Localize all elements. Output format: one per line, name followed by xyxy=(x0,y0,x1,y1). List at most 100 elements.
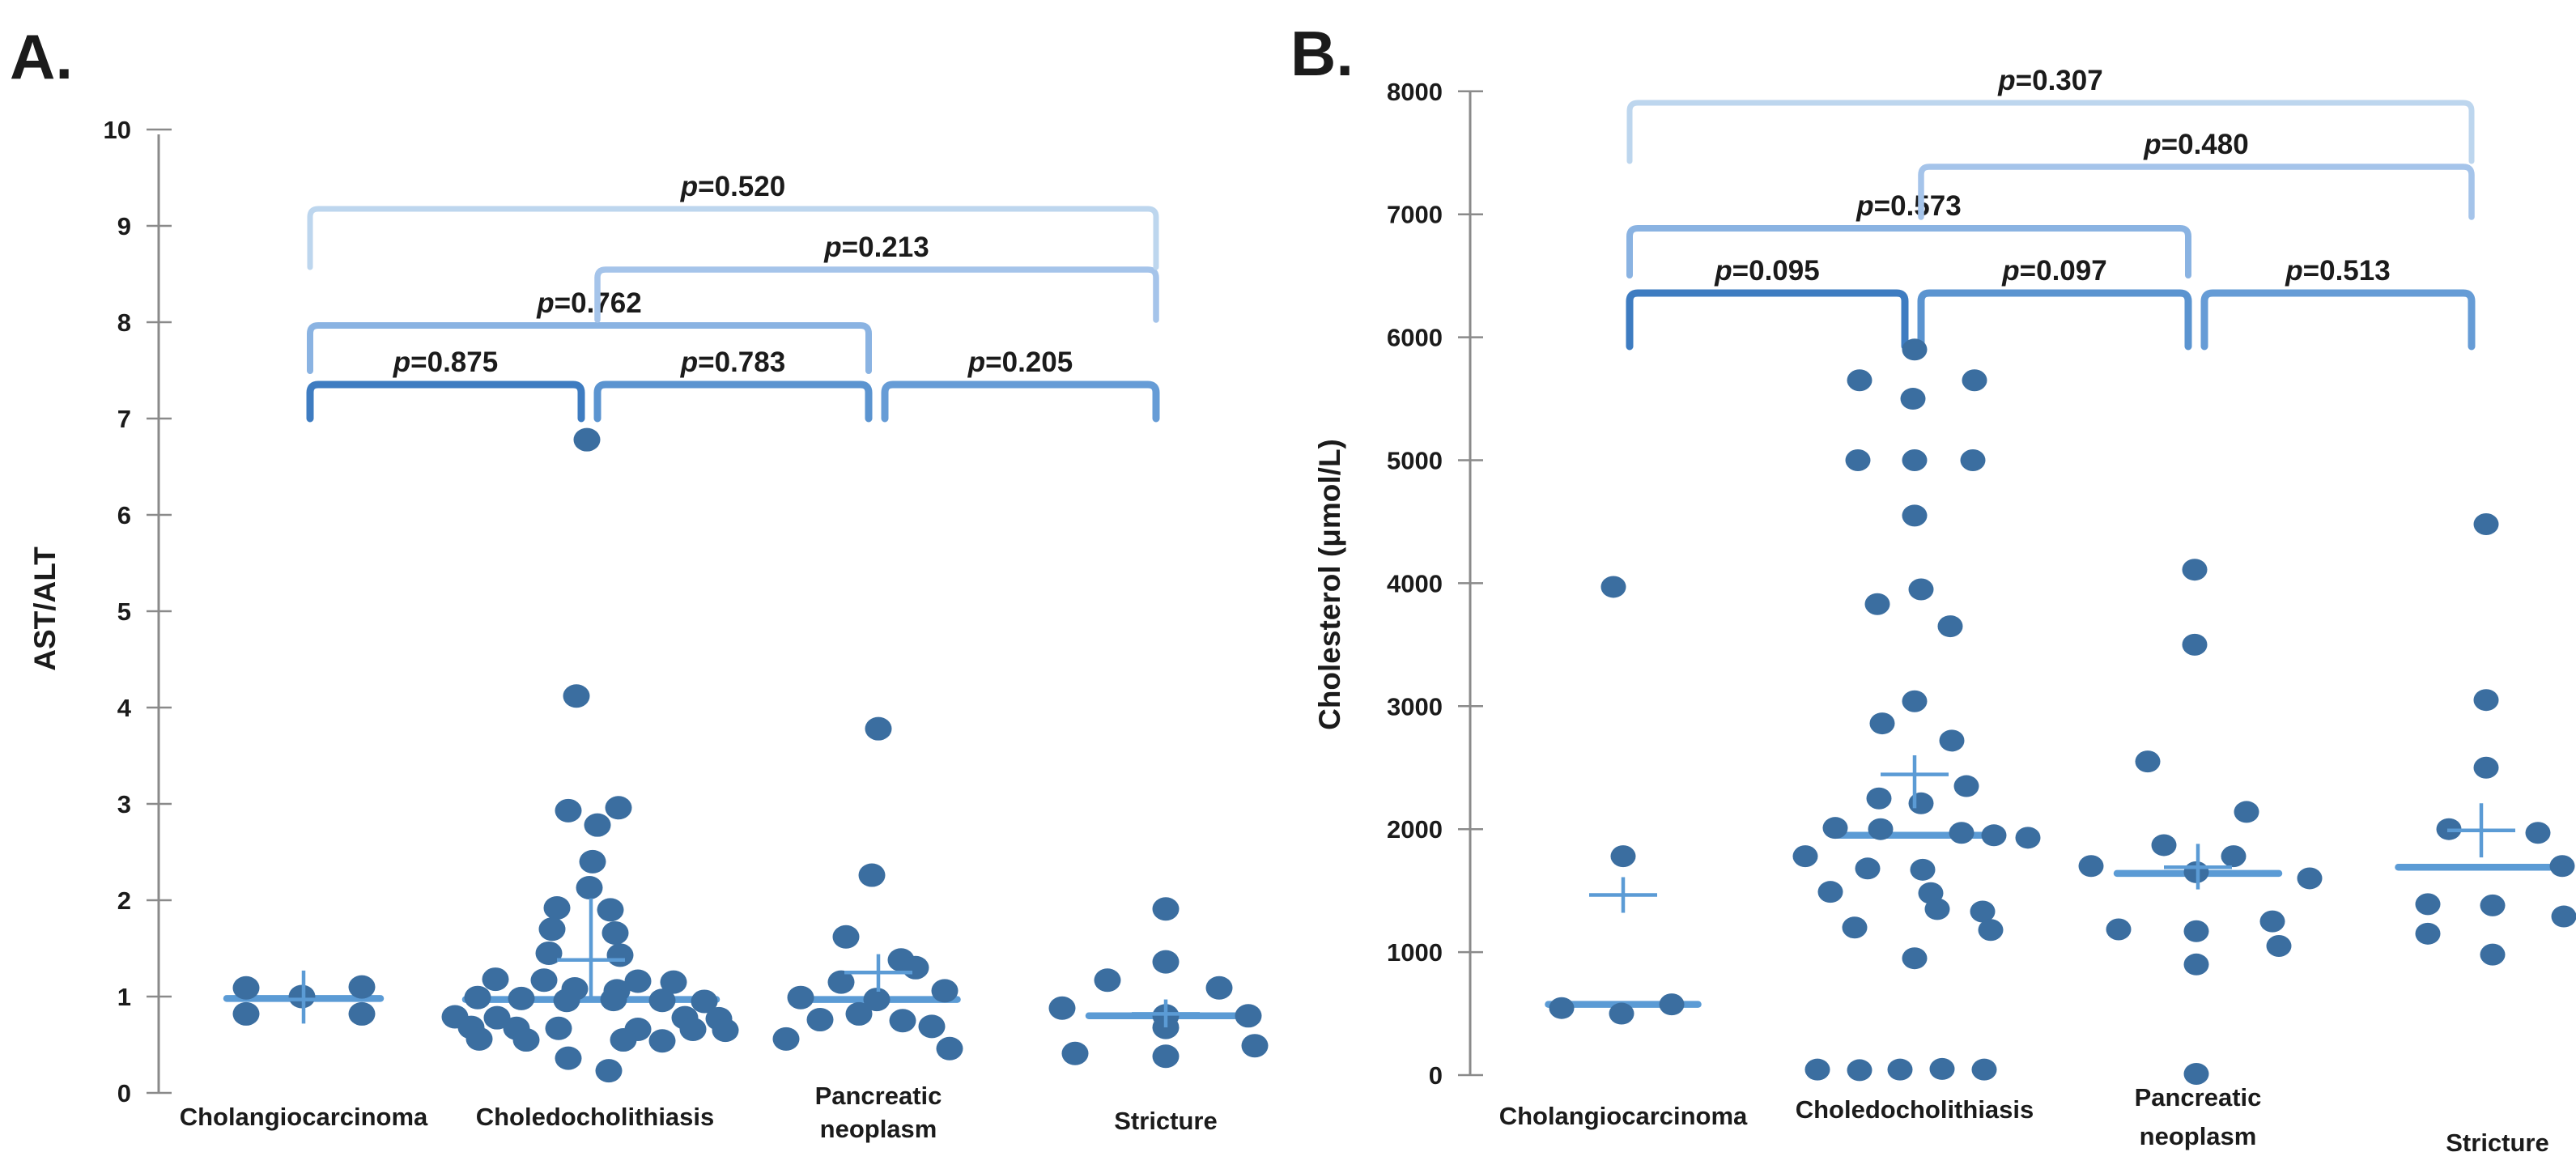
data-point xyxy=(543,896,571,920)
data-point xyxy=(1900,388,1926,410)
y-tick-label: 0 xyxy=(117,1079,131,1107)
data-point xyxy=(2234,801,2259,823)
data-point xyxy=(2297,867,2323,890)
data-point xyxy=(464,985,491,1010)
data-point xyxy=(1924,898,1950,920)
data-point xyxy=(1953,775,1979,797)
data-point xyxy=(660,970,687,994)
category-label: Cholangiocarcinoma xyxy=(180,1103,428,1131)
data-point xyxy=(1792,845,1818,868)
data-point xyxy=(648,1029,676,1053)
data-point xyxy=(1949,822,1975,844)
y-tick-label: 4 xyxy=(117,694,132,722)
comparison-bracket xyxy=(1626,289,1909,351)
data-point xyxy=(465,1027,493,1051)
data-point xyxy=(1908,578,1934,601)
data-point xyxy=(595,1059,623,1083)
data-point xyxy=(858,863,886,887)
data-point xyxy=(2480,894,2506,916)
y-tick-label: 1 xyxy=(117,983,131,1011)
y-tick-label: 1000 xyxy=(1387,938,1443,967)
data-point xyxy=(2183,920,2209,942)
p-value-label: p=0.573 xyxy=(1855,190,1961,222)
data-point xyxy=(538,917,566,942)
data-point xyxy=(606,943,634,967)
y-tick-label: 8000 xyxy=(1387,78,1443,106)
panel-label: B. xyxy=(1290,18,1354,89)
data-point xyxy=(1804,1058,1830,1081)
data-point xyxy=(1902,947,1928,970)
data-point xyxy=(1610,845,1636,868)
data-point xyxy=(2078,855,2104,878)
data-point xyxy=(787,985,814,1010)
data-point xyxy=(1869,712,1895,735)
data-point xyxy=(545,1016,572,1040)
data-point xyxy=(827,970,855,994)
data-point xyxy=(1855,857,1881,880)
data-point xyxy=(1868,818,1894,840)
y-tick-label: 7000 xyxy=(1387,201,1443,229)
data-point xyxy=(1152,950,1180,974)
p-value-label: p=0.307 xyxy=(1997,65,2102,96)
y-tick-label: 8 xyxy=(117,308,131,337)
data-point xyxy=(1094,968,1121,993)
data-point xyxy=(1902,338,1928,361)
data-point xyxy=(584,813,611,837)
data-point xyxy=(2473,689,2499,712)
y-tick-label: 3 xyxy=(117,790,131,818)
data-point xyxy=(2183,1062,2209,1085)
data-point xyxy=(2266,935,2292,958)
data-point xyxy=(530,968,558,993)
data-point xyxy=(865,716,892,741)
data-point xyxy=(573,427,601,452)
category-label: Cholangiocarcinoma xyxy=(1499,1102,1748,1130)
data-point xyxy=(1910,858,1936,881)
comparison-bracket xyxy=(1626,100,2475,164)
comparison-bracket xyxy=(307,206,1159,270)
comparison-bracket xyxy=(1918,164,2475,220)
data-point xyxy=(597,898,624,922)
data-point xyxy=(1864,593,1890,615)
data-point xyxy=(1152,897,1180,921)
category-label: neoplasm xyxy=(2140,1122,2257,1150)
data-point xyxy=(679,1017,707,1041)
data-point xyxy=(1978,919,2004,942)
category-label: neoplasm xyxy=(820,1115,937,1143)
comparison-bracket xyxy=(307,322,872,374)
data-point xyxy=(1902,504,1928,527)
data-point xyxy=(555,798,582,823)
data-point xyxy=(1887,1058,1913,1081)
data-point xyxy=(610,1028,637,1052)
y-tick-label: 10 xyxy=(104,116,131,144)
data-point xyxy=(2135,750,2161,773)
data-point xyxy=(1235,1004,1262,1028)
category-label: Stricture xyxy=(1114,1107,1217,1135)
p-value-label: p=0.480 xyxy=(2143,129,2248,160)
y-tick-label: 0 xyxy=(1429,1061,1443,1090)
data-point xyxy=(1241,1034,1269,1058)
data-point xyxy=(1908,792,1934,814)
y-tick-label: 6000 xyxy=(1387,324,1443,352)
category-label: Choledocholithiasis xyxy=(476,1103,715,1131)
data-point xyxy=(1902,449,1928,471)
data-point xyxy=(2415,922,2441,945)
comparison-bracket xyxy=(594,266,1159,323)
data-point xyxy=(512,1028,540,1052)
data-point xyxy=(1659,993,1685,1016)
data-point xyxy=(772,1027,800,1051)
data-point xyxy=(483,1005,511,1030)
data-point xyxy=(563,684,590,708)
data-point xyxy=(1847,369,1872,392)
data-point xyxy=(1971,1058,1997,1081)
data-point xyxy=(482,967,509,992)
data-point xyxy=(1152,1044,1180,1069)
data-point xyxy=(1981,824,2007,847)
data-point xyxy=(535,941,563,965)
y-tick-label: 3000 xyxy=(1387,692,1443,721)
data-point xyxy=(1822,817,1848,840)
category-label: Pancreatic xyxy=(2135,1083,2262,1112)
data-point xyxy=(2015,827,2041,849)
data-point xyxy=(1205,976,1233,1000)
data-point xyxy=(1970,900,1996,923)
